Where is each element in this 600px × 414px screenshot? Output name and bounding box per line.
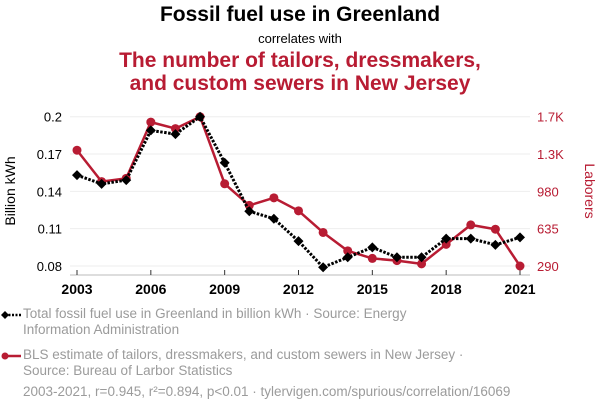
legend-icon-solid-circle <box>1 352 21 360</box>
data-point-fossil-fuel <box>465 233 476 244</box>
data-point-fossil-fuel <box>72 170 82 181</box>
data-point-fossil-fuel <box>293 236 304 247</box>
data-point-fossil-fuel <box>268 213 279 224</box>
data-point-tailors <box>490 224 500 234</box>
chart-title-secondary-line2: and custom sewers in New Jersey <box>129 72 471 95</box>
legend-item-fossil-fuel: Total fossil fuel use in Greenland in bi… <box>1 306 493 338</box>
y-tick-label-left: 0.08 <box>37 259 62 274</box>
footer-stats: 2003-2021, r=0.945, r²=0.894, p<0.01 · t… <box>23 384 511 399</box>
x-tick-label: 2015 <box>357 281 388 297</box>
y-tick-label-right: 1.7K <box>537 110 564 125</box>
data-point-tailors <box>466 220 476 230</box>
chart-title-secondary: The number of tailors, dressmakers, and … <box>0 49 600 95</box>
data-point-tailors <box>417 259 427 269</box>
data-point-fossil-fuel <box>145 125 156 136</box>
y-tick-label-left: 0.14 <box>37 184 62 199</box>
legend-text-line1: BLS estimate of tailors, dressmakers, an… <box>23 347 464 362</box>
y-tick-label-right: 1.3K <box>537 147 564 162</box>
data-point-tailors <box>146 117 156 127</box>
x-tick-label: 2021 <box>504 281 535 297</box>
data-point-fossil-fuel <box>441 233 452 244</box>
data-point-tailors <box>318 227 328 237</box>
data-point-fossil-fuel <box>318 262 329 273</box>
data-point-tailors <box>269 193 279 203</box>
y-tick-label-right: 290 <box>537 259 559 274</box>
data-point-fossil-fuel <box>391 252 402 263</box>
chart-title-secondary-line1: The number of tailors, dressmakers, <box>119 49 481 72</box>
y-tick-label-left: 0.2 <box>44 110 62 125</box>
data-point-fossil-fuel <box>244 206 255 217</box>
x-tick-label: 2006 <box>135 281 166 297</box>
x-tick-label: 2009 <box>209 281 240 297</box>
data-point-tailors <box>244 200 254 210</box>
data-point-tailors <box>220 179 230 189</box>
legend-icon-dotted-diamond <box>1 311 21 319</box>
data-point-fossil-fuel <box>342 252 353 263</box>
data-point-fossil-fuel <box>367 242 378 253</box>
y-tick-label-right: 635 <box>537 222 559 237</box>
legend-item-tailors: BLS estimate of tailors, dressmakers, an… <box>1 347 493 379</box>
data-point-fossil-fuel <box>515 232 525 243</box>
y-axis-title-right: Laborers <box>582 163 598 218</box>
data-point-tailors <box>343 246 353 256</box>
data-point-tailors <box>170 124 180 134</box>
x-tick-label: 2018 <box>431 281 462 297</box>
x-tick-label: 2012 <box>283 281 314 297</box>
data-point-tailors <box>515 261 525 271</box>
chart-plot: 0.08 290 0.11 635 0.14 980 0.17 1.3K 0.2 1.7K 2003… <box>2 110 598 297</box>
data-point-fossil-fuel <box>416 252 427 263</box>
y-tick-label-left: 0.17 <box>37 147 62 162</box>
data-point-fossil-fuel <box>490 239 501 250</box>
data-point-fossil-fuel <box>195 111 206 122</box>
x-tick-label: 2003 <box>61 281 92 297</box>
data-point-tailors <box>367 253 377 263</box>
data-point-tailors <box>294 206 303 216</box>
y-tick-label-right: 980 <box>537 184 559 199</box>
y-axis-title-left: Billion kWh <box>2 156 18 225</box>
data-point-fossil-fuel <box>121 175 132 186</box>
y-tick-label-left: 0.11 <box>38 222 62 237</box>
legend-text-line2: Source: Bureau of Larbor Statistics <box>23 363 233 378</box>
data-point-fossil-fuel <box>170 129 181 140</box>
legend-text-line1: Total fossil fuel use in Greenland in bi… <box>23 306 407 321</box>
data-point-fossil-fuel <box>219 157 230 168</box>
data-point-fossil-fuel <box>96 178 107 189</box>
data-point-tailors <box>72 145 82 155</box>
chart-subtitle: correlates with <box>258 31 342 46</box>
legend-text-line2: Information Administration <box>23 322 180 337</box>
chart-title: Fossil fuel use in Greenland <box>159 3 441 26</box>
